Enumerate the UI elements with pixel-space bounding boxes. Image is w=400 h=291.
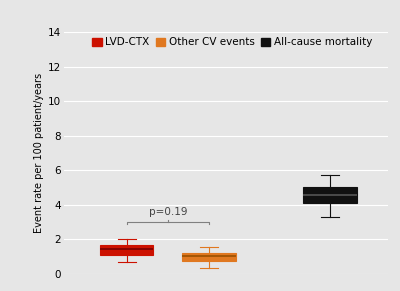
Text: p=0.19: p=0.19 xyxy=(149,207,187,217)
Y-axis label: Event rate per 100 patient/years: Event rate per 100 patient/years xyxy=(34,73,44,233)
Bar xyxy=(100,245,154,255)
Legend: LVD-CTX, Other CV events, All-cause mortality: LVD-CTX, Other CV events, All-cause mort… xyxy=(92,37,372,47)
Bar xyxy=(303,187,356,203)
Bar xyxy=(182,253,236,261)
